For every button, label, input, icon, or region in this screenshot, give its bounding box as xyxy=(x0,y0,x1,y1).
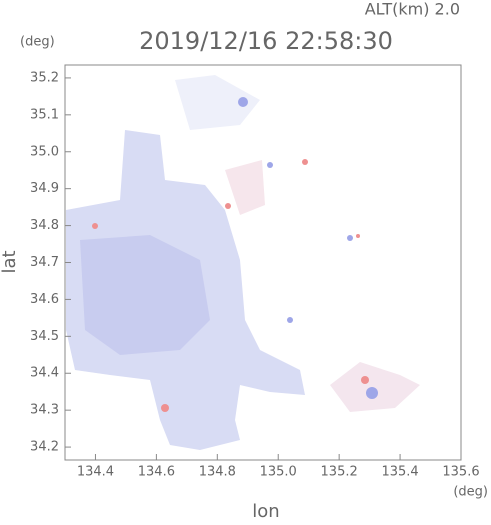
y-tick-label: 34.9 xyxy=(30,181,59,196)
y-tick-label: 35.0 xyxy=(30,144,59,159)
y-tick-label: 34.6 xyxy=(30,292,59,307)
x-unit: (deg) xyxy=(453,485,488,500)
altitude-label: ALT(km) 2.0 xyxy=(365,0,460,19)
radar-field xyxy=(66,75,420,450)
y-tick-label: 34.2 xyxy=(30,440,59,455)
x-tick-label: 135.0 xyxy=(260,465,297,480)
y-label: lat xyxy=(0,250,20,273)
x-tick-label: 134.4 xyxy=(77,465,114,480)
x-tick-label: 134.8 xyxy=(199,465,236,480)
chart-title: 2019/12/16 22:58:30 xyxy=(139,27,393,55)
x-label: lon xyxy=(252,501,279,521)
x-tick-label: 135.6 xyxy=(442,465,479,480)
y-tick-label: 35.1 xyxy=(30,107,59,122)
x-tick-label: 135.2 xyxy=(321,465,358,480)
x-tick-label: 135.4 xyxy=(381,465,418,480)
y-tick-label: 34.7 xyxy=(30,255,59,270)
y-unit: (deg) xyxy=(20,35,55,50)
x-tick-label: 134.6 xyxy=(138,465,175,480)
y-tick-label: 34.3 xyxy=(30,403,59,418)
y-tick-label: 34.4 xyxy=(30,366,59,381)
y-tick-label: 34.5 xyxy=(30,329,59,344)
y-tick-label: 35.2 xyxy=(30,70,59,85)
y-tick-label: 34.8 xyxy=(30,218,59,233)
